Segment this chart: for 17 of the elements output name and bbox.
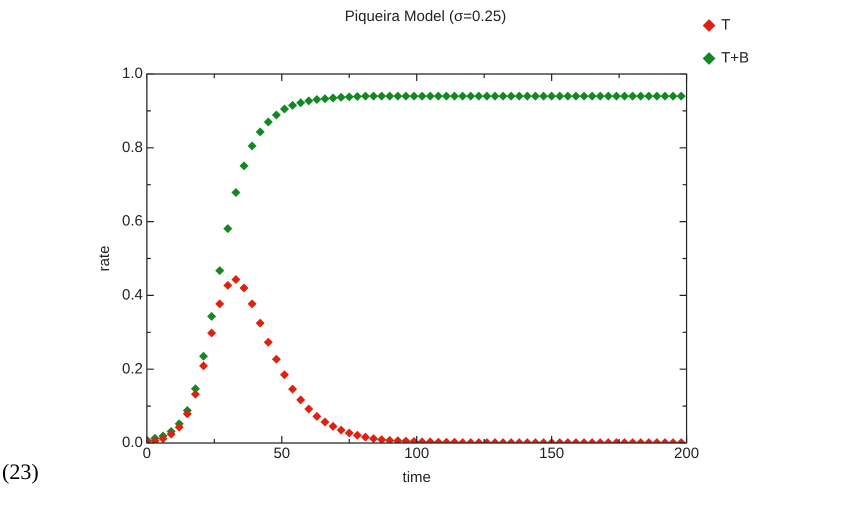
x-tick-label: 100 bbox=[404, 445, 430, 462]
legend-label: T+B bbox=[721, 50, 750, 67]
y-tick-label: 0.4 bbox=[122, 286, 143, 304]
y-tick-label: 0.2 bbox=[122, 360, 143, 378]
y-tick-label: 0.0 bbox=[122, 434, 143, 452]
x-tick-label: 0 bbox=[142, 445, 152, 462]
y-tick-label: 0.8 bbox=[122, 138, 143, 156]
text: (23) bbox=[2, 459, 39, 485]
x-axis-title: time bbox=[402, 469, 431, 486]
y-axis-title: rate bbox=[96, 246, 114, 272]
x-tick-label: 50 bbox=[273, 445, 290, 462]
y-tick-label: 1.0 bbox=[122, 65, 143, 82]
x-tick-label: 150 bbox=[539, 445, 564, 462]
x-tick-label: 200 bbox=[674, 445, 700, 462]
legend-label: T bbox=[721, 16, 730, 34]
y-tick-label: 0.6 bbox=[122, 212, 143, 230]
chart-title: Piqueira Model (σ=0.25) bbox=[344, 8, 506, 26]
